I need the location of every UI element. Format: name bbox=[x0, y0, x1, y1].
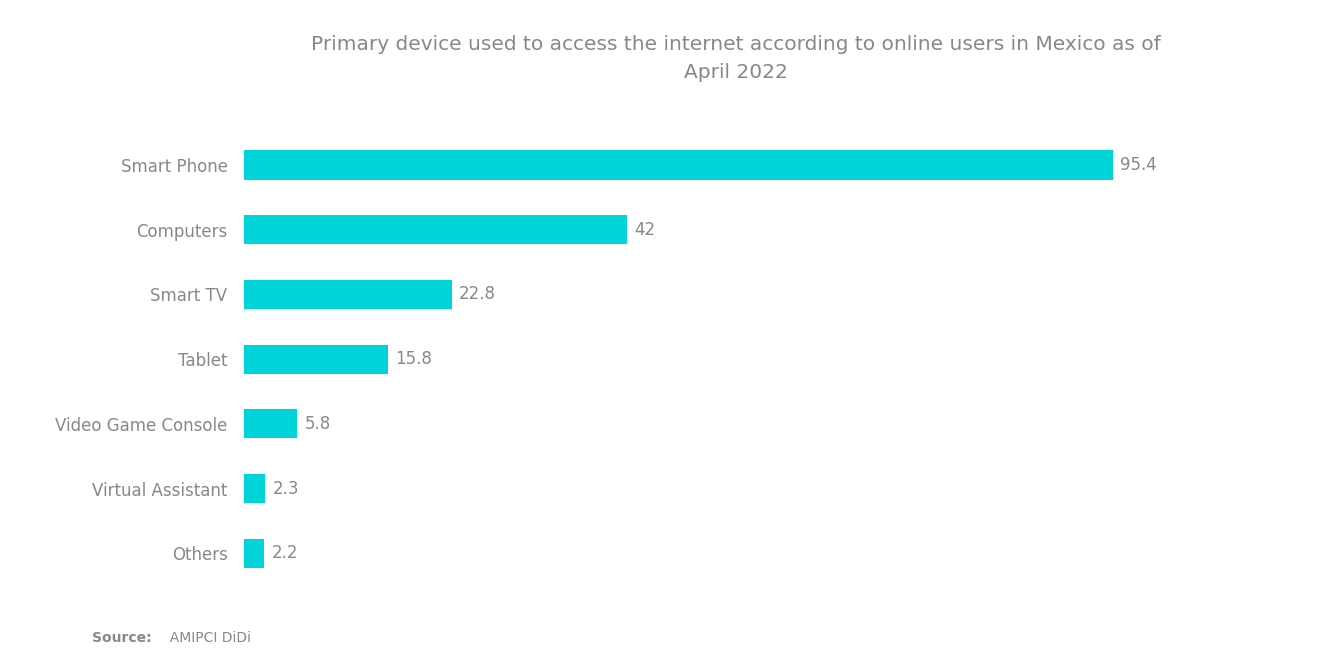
Bar bbox=[244, 539, 264, 568]
Text: AMIPCI DiDi: AMIPCI DiDi bbox=[161, 631, 251, 645]
Text: 2.3: 2.3 bbox=[272, 479, 298, 497]
Title: Primary device used to access the internet according to online users in Mexico a: Primary device used to access the intern… bbox=[312, 35, 1160, 82]
Text: 5.8: 5.8 bbox=[305, 415, 330, 433]
Text: 2.2: 2.2 bbox=[272, 544, 298, 562]
Text: 95.4: 95.4 bbox=[1121, 156, 1156, 174]
Bar bbox=[244, 280, 451, 309]
Bar bbox=[244, 150, 1113, 180]
Bar bbox=[244, 409, 297, 438]
Text: 22.8: 22.8 bbox=[459, 285, 496, 303]
Bar bbox=[244, 344, 388, 374]
Text: 42: 42 bbox=[634, 221, 655, 239]
Bar bbox=[244, 215, 627, 244]
Bar bbox=[244, 474, 265, 503]
Text: Source:: Source: bbox=[92, 631, 152, 645]
Text: 15.8: 15.8 bbox=[396, 350, 432, 368]
